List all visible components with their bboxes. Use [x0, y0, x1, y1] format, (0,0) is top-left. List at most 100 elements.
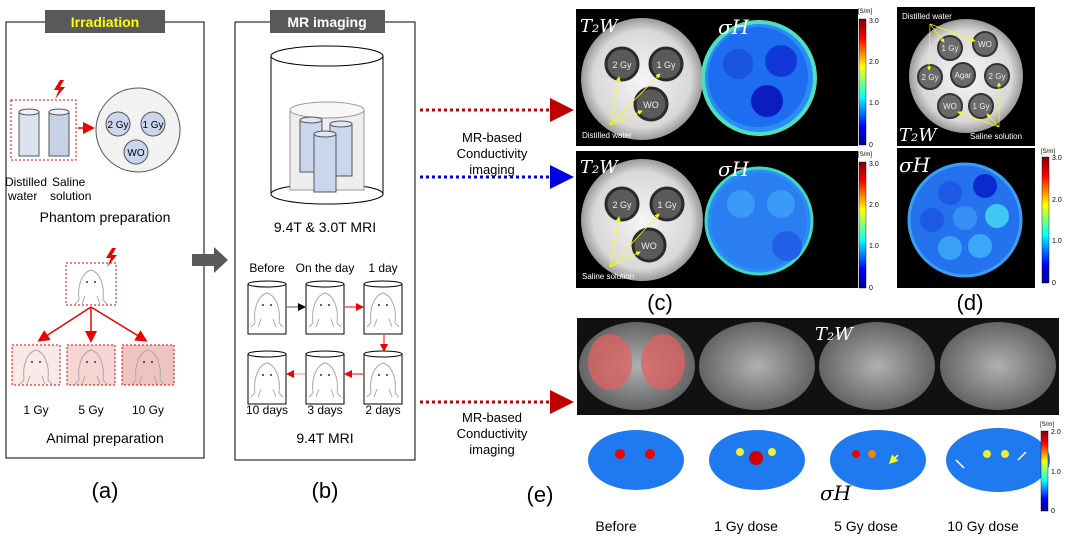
- scan-cylinder-10-days: [248, 351, 286, 404]
- timepoint-1-day: 1 day: [368, 261, 397, 275]
- scan-cylinder-3-days: [306, 351, 344, 404]
- svg-text:2.0: 2.0: [1051, 429, 1061, 436]
- tube-label: 2 Gy: [922, 73, 939, 82]
- phantom-preparation-caption: Phantom preparation: [40, 209, 171, 225]
- dose-1gy-label: 1 Gy: [23, 403, 48, 417]
- panel-d: 1 Gy WO 2 Gy Agar 2 Gy WO 1 Gy Distilled…: [897, 7, 1062, 315]
- annotation-arrows: [926, 23, 1002, 128]
- tube-label: 1 Gy: [657, 200, 677, 210]
- mouse-dashed-box: [65, 262, 117, 306]
- sigma-brain-maps: [588, 428, 1050, 492]
- svg-text:2.0: 2.0: [869, 59, 879, 66]
- saline-solution-bottle: [48, 108, 70, 157]
- timepoint-before: Before: [249, 261, 285, 275]
- timepoint-on-the-day: On the day: [296, 261, 355, 275]
- tube-label: 2 Gy: [612, 60, 632, 70]
- sigma-h-label: σH: [718, 157, 750, 181]
- mouse-box-1gy: [11, 344, 61, 386]
- distilled-water-label: Distilled water: [5, 175, 47, 203]
- timepoint-3-days: 3 days: [307, 403, 342, 417]
- sigma-h-label: σH: [899, 153, 931, 177]
- svg-text:[S/m]: [S/m]: [858, 152, 872, 158]
- mr-imaging-title: MR imaging: [287, 14, 366, 30]
- t2w-label: T₂W: [815, 324, 854, 345]
- sigma-h-label: σH: [820, 481, 852, 505]
- panel-a-frame: [5, 21, 205, 459]
- svg-text:0: 0: [869, 142, 873, 149]
- colorbar-c-bottom: [S/m] 3.0 2.0 1.0 0: [858, 152, 879, 292]
- svg-text:1.0: 1.0: [1051, 469, 1061, 476]
- sigma-h-label: σH: [718, 15, 750, 39]
- panel-e-label: (e): [527, 482, 554, 507]
- phantom-tube-2gy: 2 Gy: [105, 111, 131, 137]
- svg-text:3.0: 3.0: [869, 18, 879, 25]
- tube-label: 2 Gy: [612, 200, 632, 210]
- conductivity-imaging-text-1: MR-based Conductivity imaging: [457, 130, 528, 177]
- svg-text:3.0: 3.0: [1052, 155, 1062, 162]
- conductivity-imaging-text-2: MR-based Conductivity imaging: [457, 410, 528, 457]
- svg-text:3.0: 3.0: [869, 161, 879, 168]
- mouse-box-5gy: [66, 344, 116, 386]
- svg-text:1.0: 1.0: [1052, 238, 1062, 245]
- colorbar-d: [S/m] 3.0 2.0 1.0 0: [1041, 149, 1062, 287]
- column-label-1gy: 1 Gy dose: [714, 518, 778, 534]
- column-label-before: Before: [595, 518, 636, 534]
- panel-b: MR imaging 9.4T & 3.0T MRI Before On the…: [234, 10, 416, 503]
- annotation-arrows: [609, 73, 661, 126]
- svg-text:1.0: 1.0: [869, 100, 879, 107]
- distilled-water-bottle: [18, 108, 40, 157]
- tube-label: 2 Gy: [989, 72, 1006, 81]
- distilled-water-annotation: Distilled water: [902, 12, 952, 21]
- mri-scanner-illustration: [270, 45, 384, 205]
- animal-preparation-caption: Animal preparation: [46, 430, 164, 446]
- panel-a-label: (a): [92, 478, 119, 503]
- timepoint-2-days: 2 days: [365, 403, 400, 417]
- svg-text:1.0: 1.0: [869, 243, 879, 250]
- panel-c: 2 Gy 1 Gy WO Distilled water T₂W σH 2 Gy…: [576, 9, 879, 315]
- timepoint-10-days: 10 days: [246, 403, 288, 417]
- phantom-dish: [95, 87, 181, 173]
- tube-label: 1 Gy: [942, 44, 959, 53]
- svg-text:0: 0: [1051, 508, 1055, 515]
- scan-cylinder-on-the-day: [306, 281, 344, 334]
- phantom-tube-1gy: 1 Gy: [140, 111, 166, 137]
- tube-label: WO: [643, 100, 659, 110]
- panel-c-label: (c): [647, 290, 673, 315]
- tube-label: Agar: [955, 71, 972, 80]
- saline-solution-label: Saline solution: [50, 175, 91, 203]
- annotation-arrows: [609, 213, 660, 268]
- t2w-label: T₂W: [580, 16, 619, 37]
- column-label-10gy: 10 Gy dose: [947, 518, 1019, 534]
- dose-5gy-label: 5 Gy: [78, 403, 103, 417]
- svg-text:2.0: 2.0: [869, 202, 879, 209]
- colorbar-c-top: [S/m] 3.0 2.0 1.0 0: [858, 9, 879, 149]
- scan-cylinder-before: [248, 281, 286, 334]
- column-label-5gy: 5 Gy dose: [834, 518, 898, 534]
- t2w-brain-slices: [579, 322, 1056, 410]
- t2w-label: T₂W: [899, 125, 938, 146]
- svg-text:2.0: 2.0: [1052, 197, 1062, 204]
- tube-label: 1 Gy: [973, 102, 990, 111]
- irradiation-title-bg: [45, 10, 165, 33]
- svg-text:1 Gy: 1 Gy: [142, 120, 163, 131]
- saline-solution-annotation: Saline solution: [582, 272, 634, 281]
- svg-text:2 Gy: 2 Gy: [107, 120, 128, 131]
- mouse-box-10gy: [121, 344, 175, 386]
- tube-label: WO: [641, 241, 657, 251]
- scanner-caption: 9.4T & 3.0T MRI: [274, 219, 376, 235]
- svg-text:[S/m]: [S/m]: [858, 9, 872, 15]
- tube-label: WO: [943, 102, 957, 111]
- svg-text:0: 0: [1052, 280, 1056, 287]
- panel-e: T₂W σH [S/m] 2.0 1.0 0 Before 1 Gy dose 5…: [527, 318, 1061, 534]
- scan-cylinder-2-days: [364, 351, 402, 404]
- saline-solution-annotation: Saline solution: [970, 132, 1022, 141]
- mr-imaging-title-bg: [270, 10, 385, 33]
- roi-overlay-right: [641, 334, 685, 390]
- tube-label: WO: [978, 40, 992, 49]
- bottles-dashed-box: [10, 99, 77, 161]
- irradiation-title: Irradiation: [71, 14, 139, 30]
- roi-overlay-left: [588, 334, 632, 390]
- t2w-label: T₂W: [580, 157, 619, 178]
- panel-b-label: (b): [312, 478, 339, 503]
